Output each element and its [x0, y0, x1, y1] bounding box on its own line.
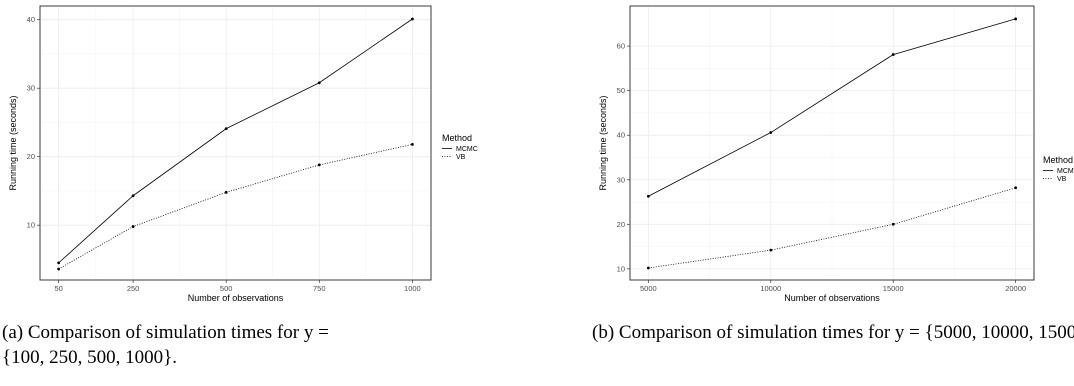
data-point-mcmc [224, 127, 228, 131]
legend-label-mcmc: MCMC [1057, 168, 1074, 175]
y-tick-label: 60 [617, 42, 625, 51]
chart-panel-a: 50 250 500 750 1000 10 20 30 40 Number of observa… [0, 0, 520, 386]
line-chart-b: 5000 10000 15000 20000 10 20 30 40 50 60 Number of… [598, 5, 1074, 303]
line-chart-a: 50 250 500 750 1000 10 20 30 40 Number of observa… [8, 5, 478, 303]
data-point-mcmc [317, 81, 321, 85]
data-point-vb [410, 142, 414, 146]
y-tick-label: 40 [27, 15, 35, 24]
data-point-vb [224, 190, 228, 194]
y-tick-label: 30 [617, 175, 625, 184]
caption-b: (b) Comparison of simulation times for y… [592, 322, 1074, 343]
y-tick-label: 20 [27, 152, 35, 161]
data-point-mcmc [131, 194, 135, 198]
legend-label-vb: VB [456, 154, 466, 161]
data-point-vb [646, 266, 650, 270]
data-point-vb [1014, 186, 1018, 190]
data-point-mcmc [646, 194, 650, 198]
x-tick-label: 20000 [1005, 284, 1026, 293]
caption-a: (a) Comparison of simulation times for y… [2, 322, 329, 368]
legend-label-vb: VB [1057, 176, 1067, 183]
y-axis-title: Running time (seconds) [8, 95, 18, 190]
y-tick-label: 10 [27, 221, 35, 230]
legend-label-mcmc: MCMC [456, 146, 478, 153]
legend-title: Method [442, 133, 472, 143]
x-axis-title: Number of observations [188, 293, 284, 303]
x-tick-label: 750 [313, 284, 326, 293]
data-point-mcmc [891, 53, 895, 56]
series-line-vb [648, 187, 1016, 269]
data-point-vb [57, 267, 61, 271]
y-tick-label: 10 [617, 264, 625, 273]
plot-area [39, 5, 432, 281]
data-point-mcmc [769, 131, 773, 134]
legend-title: Method [1043, 155, 1073, 165]
data-point-mcmc [1014, 17, 1018, 21]
data-point-mcmc [410, 17, 414, 21]
x-tick-label: 50 [54, 284, 62, 293]
data-point-mcmc [57, 261, 61, 265]
plot-border [39, 5, 432, 281]
data-point-vb [769, 248, 773, 252]
data-point-vb [317, 163, 321, 167]
y-tick-label: 50 [617, 86, 625, 95]
x-tick-label: 15000 [883, 284, 904, 293]
plot-border [629, 5, 1035, 281]
x-axis-title: Number of observations [784, 293, 880, 303]
y-tick-label: 20 [617, 220, 625, 229]
x-tick-label: 1000 [404, 284, 421, 293]
data-point-vb [891, 222, 895, 226]
x-tick-label: 10000 [760, 284, 781, 293]
y-axis-title: Running time (seconds) [598, 95, 608, 190]
data-point-vb [131, 225, 135, 228]
series-line-mcmc [648, 18, 1016, 197]
x-tick-label: 250 [127, 284, 140, 293]
x-tick-label: 5000 [640, 284, 657, 293]
x-tick-label: 500 [220, 284, 233, 293]
chart-panel-b: 5000 10000 15000 20000 10 20 30 40 50 60 Number of… [590, 0, 1074, 386]
y-tick-label: 40 [617, 131, 625, 140]
y-tick-label: 30 [27, 84, 35, 93]
